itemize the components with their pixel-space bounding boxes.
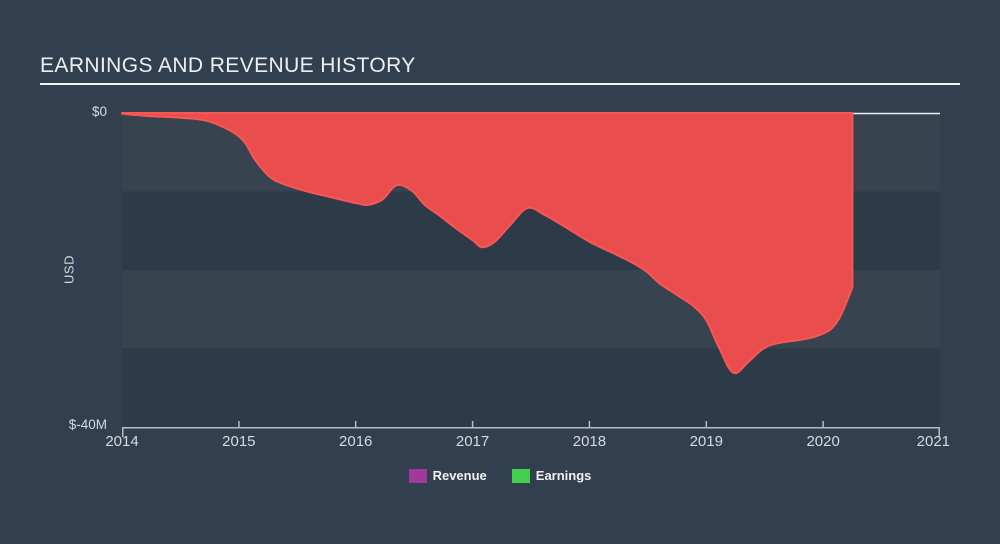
chart-legend: Revenue Earnings xyxy=(0,468,1000,483)
x-tick-label: 2020 xyxy=(806,433,840,450)
legend-label-earnings: Earnings xyxy=(535,468,592,483)
x-tick-label: 2019 xyxy=(689,433,723,450)
legend-item-earnings[interactable]: Earnings xyxy=(511,468,592,483)
x-tick-label: 2017 xyxy=(455,433,490,450)
y-axis-unit-label: USD xyxy=(61,255,77,284)
x-tick-label: 2015 xyxy=(222,433,256,450)
loss-area xyxy=(121,112,854,375)
plot-band xyxy=(122,348,940,427)
revenue-swatch-icon xyxy=(408,468,427,483)
earnings-swatch-icon xyxy=(511,468,530,483)
page-title: EARNINGS AND REVENUE HISTORY xyxy=(40,54,416,77)
legend-item-revenue[interactable]: Revenue xyxy=(408,468,487,483)
y-axis-tick-zero: $0 xyxy=(91,104,107,119)
x-tick-label: 2014 xyxy=(105,433,139,450)
title-underline xyxy=(40,83,960,85)
y-axis-tick-min: $-40M xyxy=(68,417,107,432)
legend-label-revenue: Revenue xyxy=(432,468,487,483)
x-tick-label: 2021 xyxy=(916,433,951,450)
x-tick-label: 2016 xyxy=(339,433,373,450)
x-tick-label: 2018 xyxy=(572,433,607,450)
